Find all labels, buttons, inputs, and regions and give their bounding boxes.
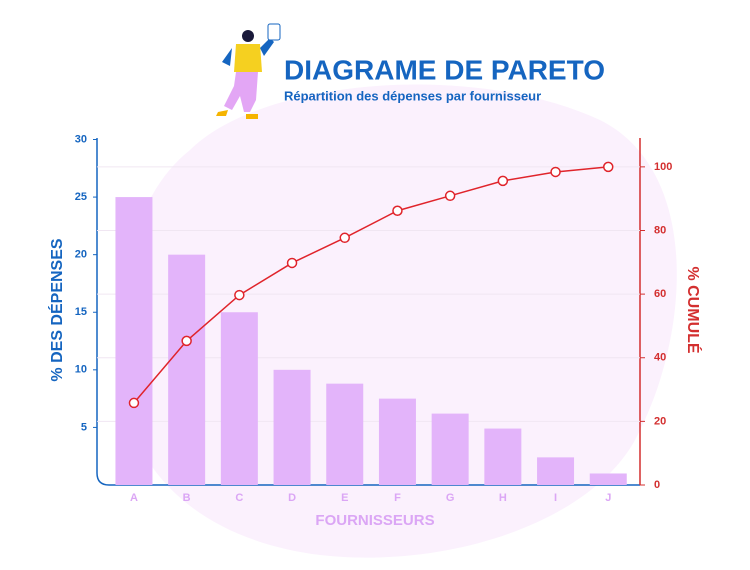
bar: [484, 428, 522, 485]
y-tick-label: 25: [75, 191, 87, 203]
x-tick-label: H: [499, 492, 507, 504]
y2-tick-label: 40: [654, 352, 666, 364]
y2-tick-label: 80: [654, 224, 666, 236]
cumulative-point: [392, 205, 403, 217]
y-tick-label: 20: [75, 249, 87, 261]
y2-tick-label: 20: [654, 415, 666, 427]
bar: [220, 312, 258, 485]
y2-tick-label: 60: [654, 288, 666, 300]
bar: [273, 369, 311, 485]
x-tick-label: I: [554, 492, 557, 504]
cumulative-line: [133, 166, 609, 404]
illustration: [216, 23, 281, 119]
x-tick-label: D: [288, 492, 296, 504]
x-tick-label: C: [235, 492, 243, 504]
y-tick-label: 30: [75, 133, 87, 145]
x-tick-label: G: [446, 492, 455, 504]
cumulative-point: [286, 257, 298, 269]
x-tick-label: J: [605, 492, 611, 504]
bar: [589, 473, 627, 485]
bar: [115, 197, 153, 486]
y-tick-label: 5: [81, 421, 87, 433]
cumulative-point: [181, 335, 192, 347]
bar: [431, 413, 469, 485]
y2-tick-label: 100: [654, 161, 672, 173]
bar: [537, 457, 575, 485]
y-axis-label: % DES DÉPENSES: [47, 238, 66, 381]
x-tick-label: E: [341, 492, 348, 504]
y-tick-label: 10: [75, 364, 87, 376]
x-tick-label: A: [130, 492, 138, 504]
cumulative-point: [603, 161, 614, 173]
chart-title: DIAGRAME DE PARETO: [284, 54, 605, 85]
y2-tick-label: 0: [654, 479, 660, 491]
chart-subtitle: Répartition des dépenses par fournisseur: [284, 88, 541, 103]
cumulative-point: [128, 397, 140, 409]
y2-axis-label: % CUMULÉ: [684, 266, 703, 353]
x-tick-label: B: [183, 492, 191, 504]
background-blob: [120, 84, 677, 558]
bar: [168, 254, 206, 485]
cumulative-point: [497, 175, 509, 187]
y-axis-line: [96, 138, 640, 486]
cumulative-point: [550, 166, 561, 178]
x-axis-label: FOURNISSEURS: [315, 512, 434, 529]
bar: [326, 383, 364, 485]
bar: [378, 398, 416, 485]
cumulative-point: [444, 190, 456, 202]
x-tick-label: F: [394, 492, 401, 504]
y-tick-label: 15: [75, 306, 87, 318]
cumulative-point: [234, 289, 245, 301]
cumulative-point: [339, 232, 350, 244]
